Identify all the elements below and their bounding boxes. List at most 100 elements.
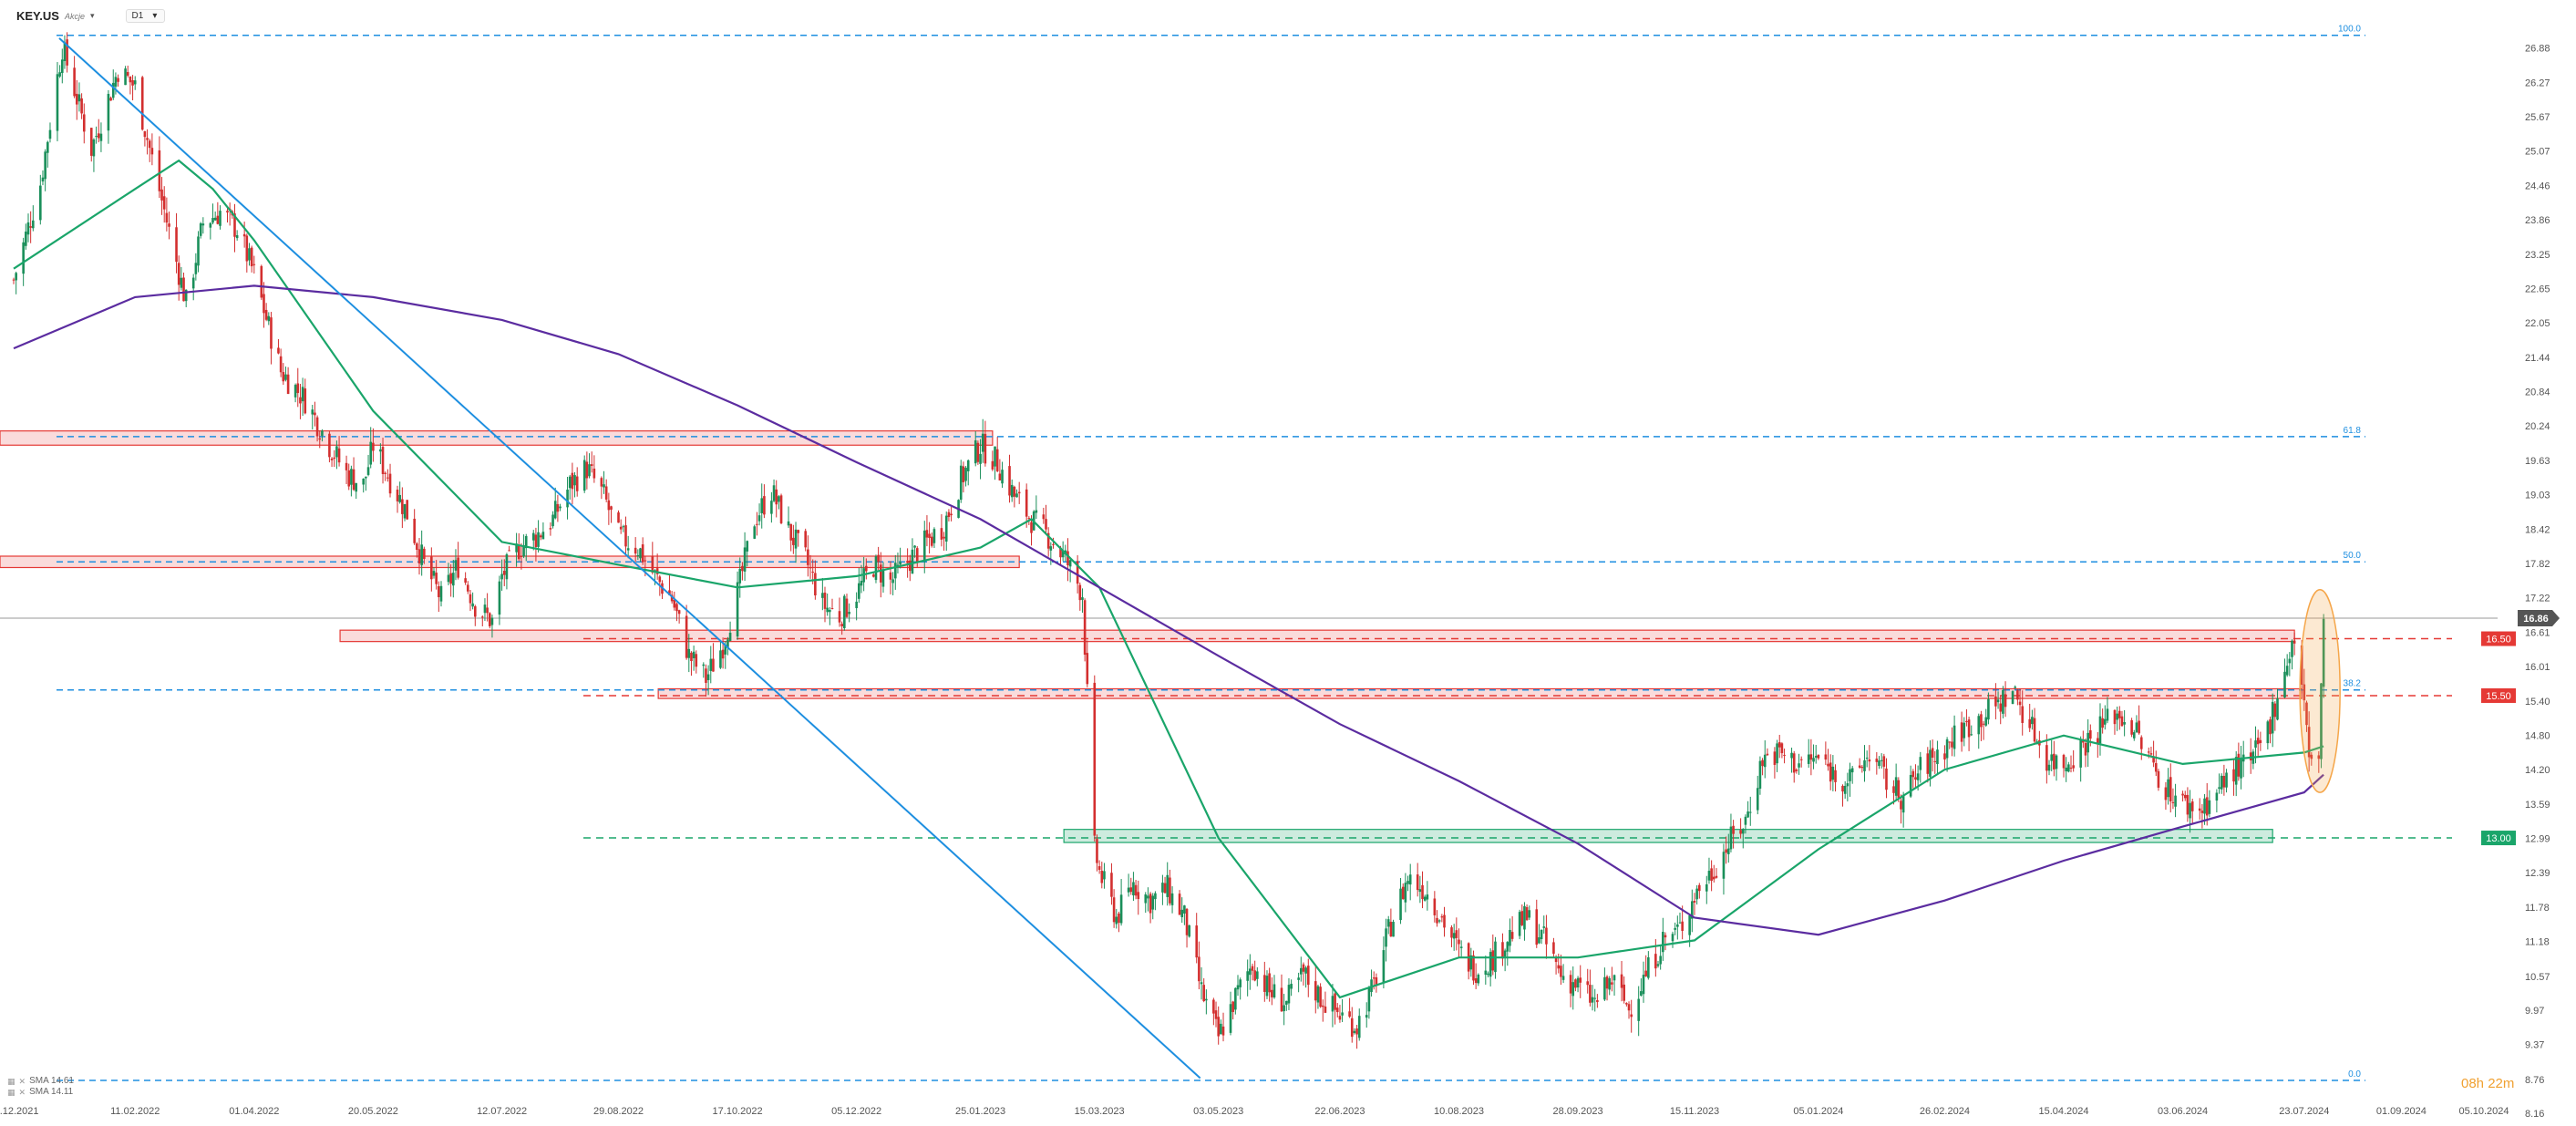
candle-body: [235, 234, 239, 239]
legend-settings-icon[interactable]: ▦: [7, 1088, 15, 1097]
candle-body: [2152, 756, 2155, 763]
y-tick-label: 9.37: [2525, 1040, 2544, 1051]
candle-body: [2203, 798, 2206, 814]
candle-body: [1824, 754, 1828, 760]
candle-body: [56, 74, 59, 131]
candle-body: [1234, 987, 1237, 1010]
candle-body: [15, 273, 17, 281]
candle-body: [959, 465, 963, 501]
price-labels-layer: 16.50 15.50 13.00 16.86: [2481, 610, 2560, 846]
x-tick-label: 17.10.2022: [713, 1106, 763, 1117]
candle-body: [522, 544, 525, 557]
legend-item-sma-slow[interactable]: ▦ ✕ SMA 14.11: [7, 1087, 74, 1098]
candle-body: [1027, 518, 1031, 520]
candle-body: [673, 599, 676, 608]
candle-body: [1246, 971, 1249, 981]
candle-body: [1469, 955, 1473, 970]
legend-close-icon[interactable]: ✕: [18, 1077, 26, 1086]
candle-body: [1418, 889, 1422, 893]
candle-body: [1965, 720, 1968, 723]
candle-body: [1605, 976, 1609, 989]
candle-body: [406, 500, 408, 520]
symbol-name[interactable]: KEY.US: [16, 9, 59, 23]
candle-body: [1829, 762, 1832, 782]
candle-body: [355, 482, 358, 492]
candle-body: [1319, 987, 1322, 1007]
candle-body: [1251, 966, 1254, 971]
candle-body: [1642, 975, 1645, 995]
candle-body: [789, 523, 793, 541]
candle-body: [1860, 767, 1864, 769]
candle-body: [25, 232, 27, 246]
candle-body: [2167, 779, 2169, 798]
candle-body: [337, 448, 341, 463]
candle-body: [466, 584, 469, 592]
candle-body: [2317, 755, 2321, 759]
candle-body: [1154, 893, 1157, 900]
y-tick-label: 12.99: [2525, 834, 2550, 845]
legend-item-sma-fast[interactable]: ▦ ✕ SMA 14.61: [7, 1076, 74, 1087]
candle-body: [1229, 1004, 1232, 1033]
candle-body: [705, 668, 707, 683]
candle-body: [1571, 982, 1575, 997]
candle-body: [1283, 1005, 1285, 1012]
candle-body: [778, 496, 780, 502]
candle-body: [1510, 932, 1514, 939]
candle-body: [66, 39, 68, 66]
candle-body: [384, 472, 386, 474]
candle-body: [279, 356, 283, 373]
candle-body: [1151, 895, 1155, 910]
candle-body: [438, 586, 440, 597]
candle-body: [1386, 919, 1390, 927]
candle-body: [1426, 894, 1429, 900]
timeframe-select[interactable]: D1 ▾: [125, 9, 166, 23]
resistance-price-badge-label: 16.50: [2486, 635, 2511, 646]
legend-settings-icon[interactable]: ▦: [7, 1077, 15, 1086]
candle-body: [454, 560, 458, 571]
candle-body: [2285, 666, 2289, 676]
candle-body: [1994, 696, 1997, 707]
candle-body: [2240, 758, 2242, 779]
candle-body: [365, 476, 367, 479]
candle-body: [2198, 808, 2201, 811]
candle-body: [432, 571, 436, 576]
candle-body: [1236, 985, 1240, 990]
candle-body: [566, 490, 569, 508]
candle-body: [311, 409, 314, 415]
candle-body: [709, 658, 713, 671]
candle-body: [97, 133, 100, 139]
candle-body: [1593, 997, 1597, 999]
candle-body: [1984, 717, 1988, 726]
candle-body: [804, 531, 807, 548]
symbol-chevron-down-icon[interactable]: ▾: [89, 11, 95, 20]
candle-body: [150, 148, 154, 155]
candle-body: [1221, 1026, 1225, 1036]
candle-body: [1996, 699, 2000, 703]
candle-body: [2047, 764, 2051, 771]
x-tick-label: 20.05.2022: [348, 1106, 398, 1117]
candle-body: [1180, 909, 1184, 917]
candle-body: [913, 545, 916, 548]
candle-body: [906, 560, 909, 563]
candle-body: [1980, 714, 1983, 728]
y-tick-label: 12.39: [2525, 868, 2550, 879]
candle-body: [712, 658, 715, 672]
candle-body: [1045, 519, 1047, 530]
y-tick-label: 25.67: [2525, 112, 2550, 123]
candle-body: [1127, 887, 1130, 893]
candle-body: [366, 467, 370, 475]
candle-body: [73, 67, 76, 97]
candle-body: [1416, 874, 1419, 891]
candle-body: [1798, 763, 1800, 768]
candle-body: [1933, 760, 1937, 762]
candle-body: [1052, 544, 1055, 546]
candle-body: [39, 185, 42, 221]
candle-body: [1776, 743, 1778, 764]
candle-body: [2190, 801, 2194, 811]
candle-body: [1459, 946, 1463, 948]
candle-body: [995, 449, 999, 471]
candle-body: [838, 611, 841, 623]
legend-close-icon[interactable]: ✕: [18, 1088, 26, 1097]
candle-body: [610, 506, 613, 510]
